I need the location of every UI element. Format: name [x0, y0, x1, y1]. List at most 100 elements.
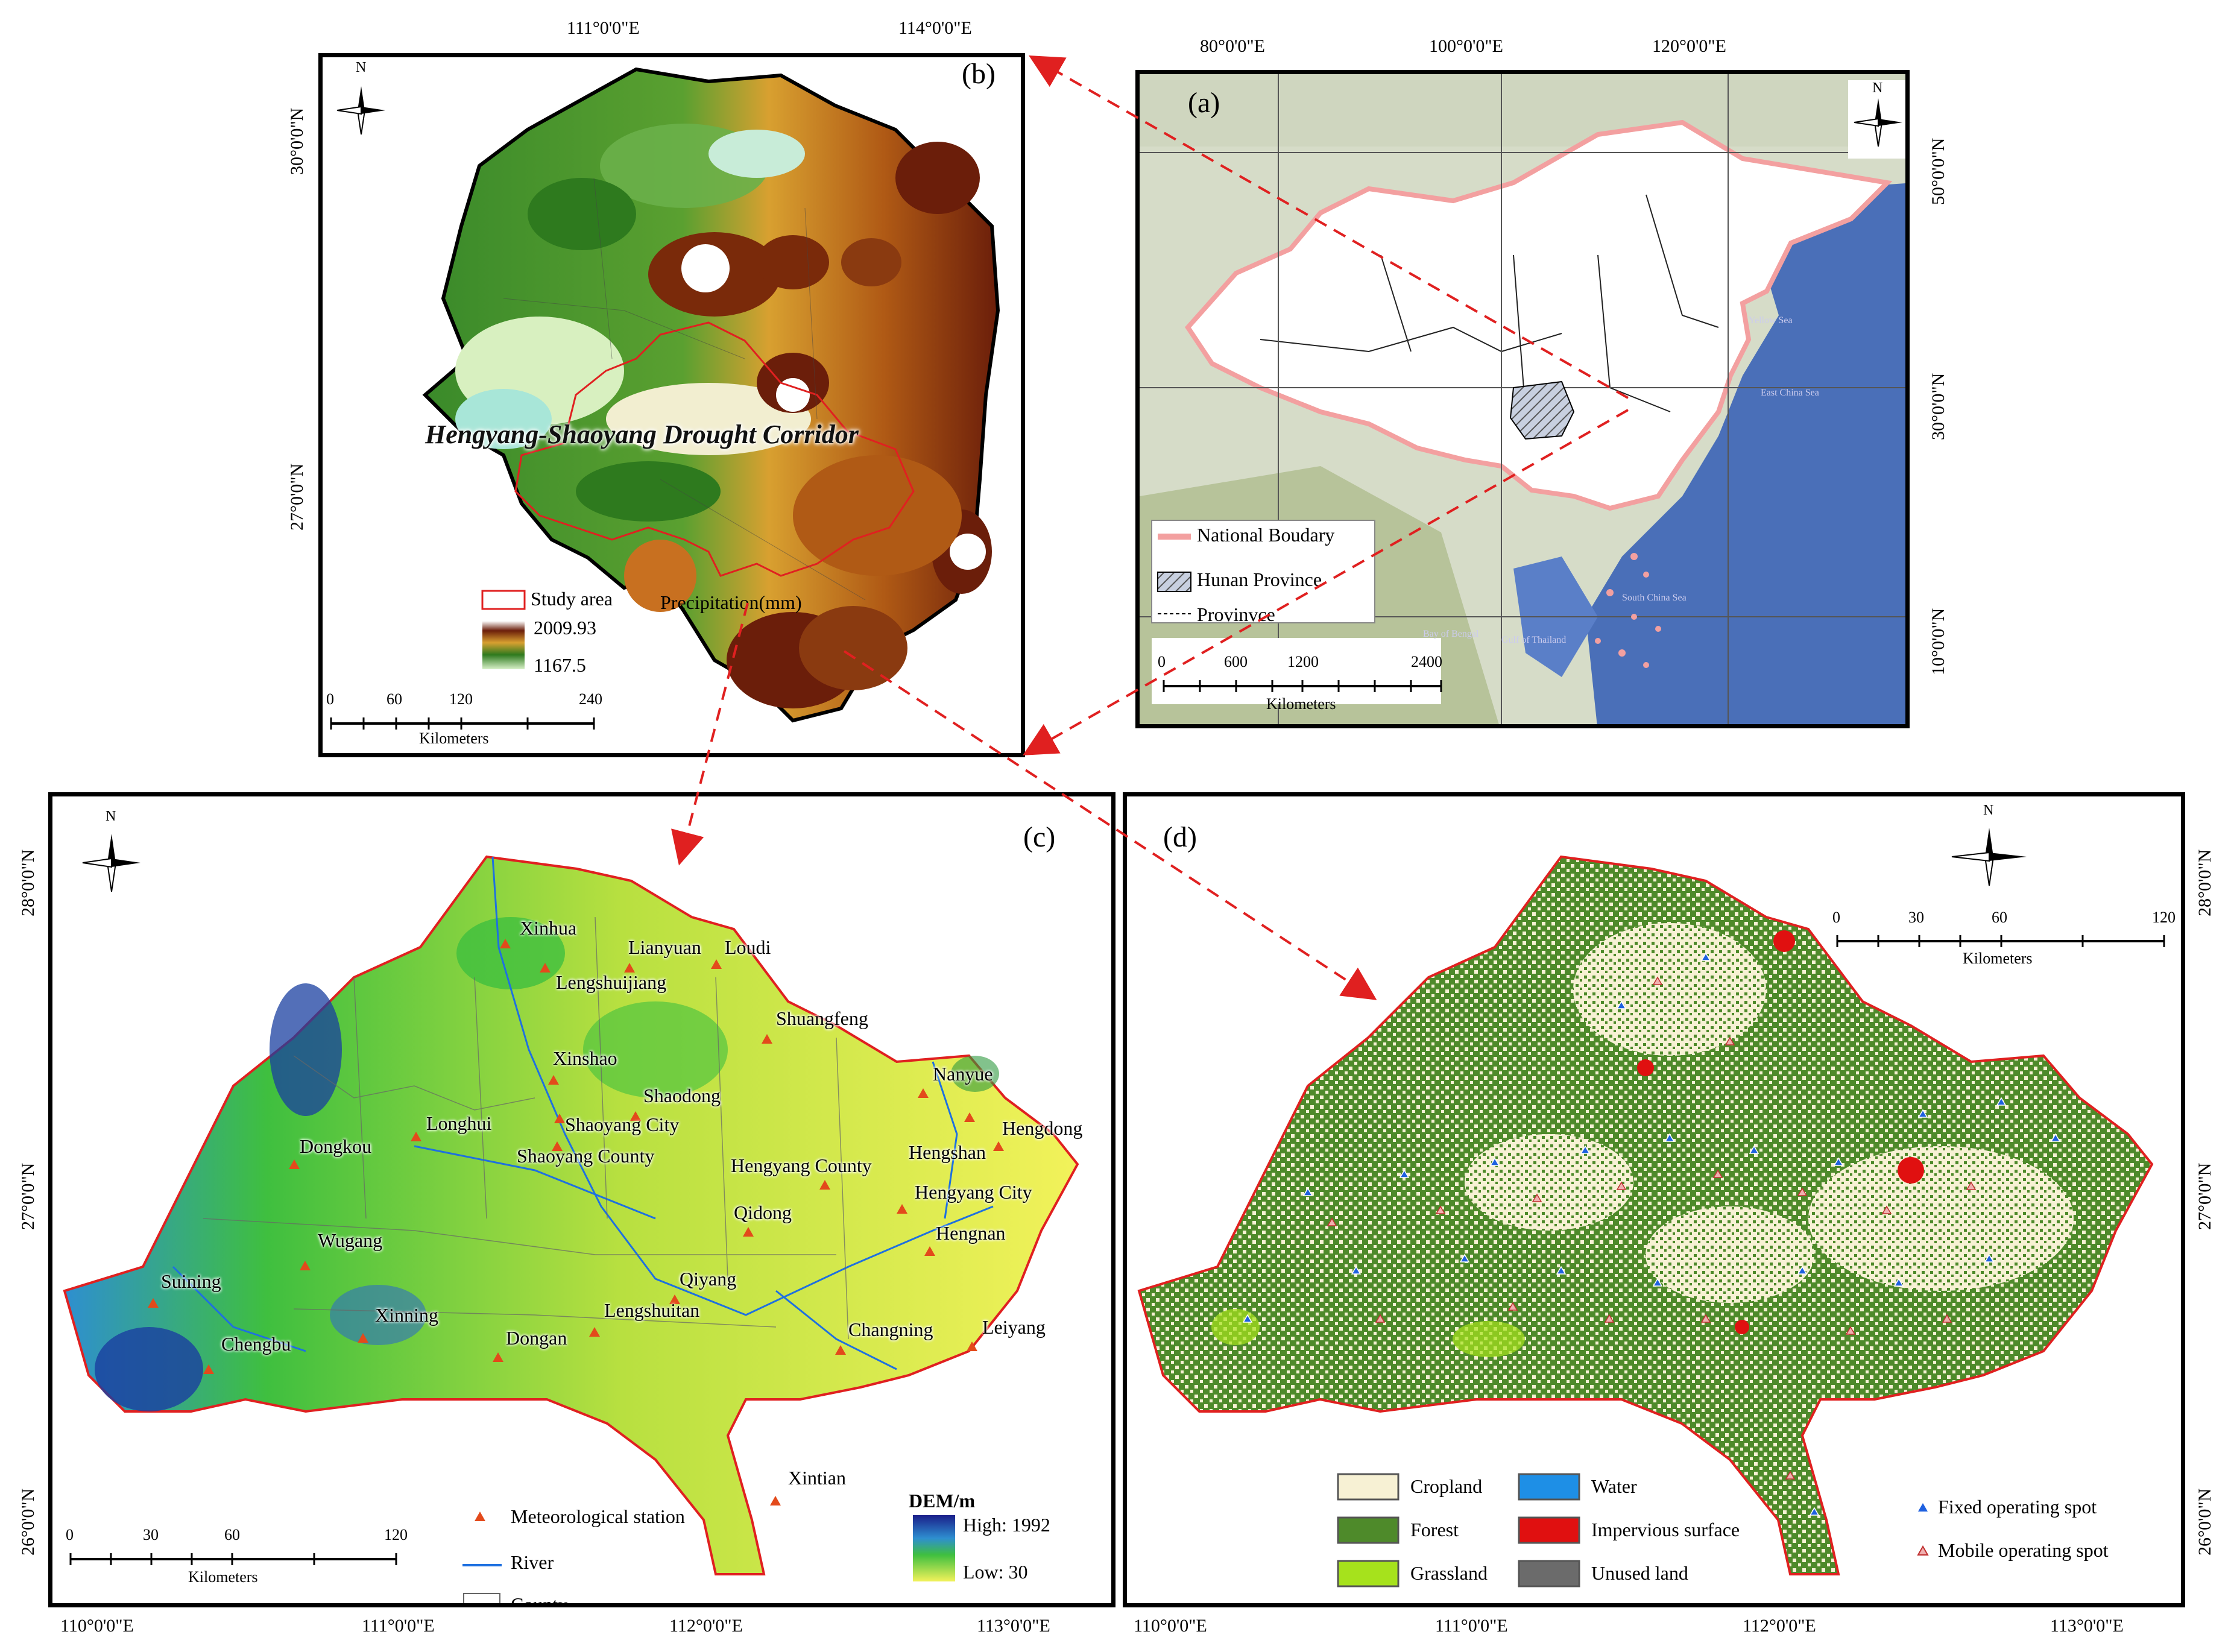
landuse-raster — [1137, 828, 2165, 1587]
study-area-shape — [1137, 855, 2154, 1575]
dem-low: Low: 30 — [963, 1561, 1028, 1583]
scale-d-tick-2: 60 — [1992, 909, 2007, 926]
city-label: Hengnan — [936, 1222, 1006, 1244]
study-area-shape — [63, 855, 1079, 1575]
sea-label-bengal: Bay of Bengal — [1423, 629, 1479, 639]
city-label: Shaoyang County — [517, 1145, 655, 1167]
panel-a-label: (a) — [1188, 87, 1220, 119]
sea-label-yellow: Yellow Sea — [1749, 315, 1793, 326]
scale-a-tick-0: 0 — [1158, 653, 1166, 670]
water-swatch — [1518, 1473, 1580, 1501]
station-marker — [540, 963, 551, 973]
station-marker — [289, 1159, 300, 1169]
legend-mobile: Mobile operating spot — [1938, 1539, 2109, 1561]
scale-c-unit: Kilometers — [188, 1568, 258, 1586]
city-label: Lengshuijiang — [556, 971, 667, 993]
legend-forest: Forest — [1410, 1519, 1459, 1540]
scale-bar-b — [330, 717, 595, 730]
city-label: Xintian — [788, 1467, 846, 1489]
scale-d-tick-0: 0 — [1832, 909, 1840, 926]
north-label: N — [1983, 802, 1994, 818]
city-label: Shuangfeng — [776, 1007, 868, 1029]
dem-raster — [63, 834, 1079, 1603]
city-label: Suining — [161, 1270, 221, 1292]
scale-a-tick-1: 600 — [1224, 653, 1248, 670]
city-label: Chengbu — [221, 1333, 291, 1355]
legend-province: Provinvce — [1197, 604, 1275, 625]
scale-b-tick-1: 60 — [387, 690, 402, 708]
unused-swatch — [1518, 1560, 1580, 1587]
c-lon-113: 113°0'0"E — [977, 1616, 1050, 1636]
station-marker — [669, 1294, 680, 1304]
d-lon-112: 112°0'0"E — [1743, 1616, 1816, 1636]
city-label: Leiyang — [982, 1316, 1046, 1338]
station-marker — [897, 1204, 907, 1214]
station-marker — [924, 1246, 935, 1256]
drought-corridor-title: Hengyang-Shaoyang Drought Corridor — [425, 420, 859, 449]
station-marker — [743, 1227, 754, 1237]
scale-a-tick-2: 1200 — [1287, 653, 1319, 670]
station-marker — [819, 1180, 830, 1190]
legend-river: River — [511, 1551, 554, 1573]
panel-b-precipitation-map: (b) N Hengyang-Shaoyang Drought Corridor… — [318, 53, 1025, 757]
d-lat-26: 26°0'0"N — [2195, 1488, 2215, 1556]
scale-bar-c — [69, 1553, 397, 1565]
station-marker — [148, 1298, 159, 1308]
mobile-swatch — [1917, 1545, 1929, 1556]
cropland-swatch — [1337, 1473, 1400, 1501]
station-marker — [630, 1111, 641, 1121]
station-marker — [711, 959, 722, 969]
a-lon-80: 80°0'0"E — [1200, 36, 1265, 56]
c-lat-28: 28°0'0"N — [18, 849, 38, 916]
station-marker — [554, 1114, 565, 1123]
city-label: Wugang — [318, 1229, 383, 1251]
c-lon-111: 111°0'0"E — [362, 1616, 435, 1636]
precip-color-ramp — [482, 621, 525, 669]
station-marker — [358, 1333, 368, 1343]
study-area-outline — [514, 321, 915, 577]
station-marker — [993, 1141, 1004, 1151]
legend-unused: Unused land — [1591, 1562, 1688, 1584]
precip-low: 1167.5 — [534, 654, 586, 676]
panel-c-label: (c) — [1023, 821, 1056, 853]
china-basemap — [1140, 74, 1905, 724]
scale-bar-d — [1836, 935, 2165, 947]
city-label: Qidong — [734, 1202, 792, 1223]
city-label: Dongkou — [300, 1135, 372, 1157]
legend-impervious: Impervious surface — [1591, 1519, 1740, 1540]
panel-c-dem-map: (c) N Xinhua Lianyuan Loudi Lengshuijian… — [48, 792, 1116, 1607]
d-lon-110: 110°0'0"E — [1134, 1616, 1207, 1636]
d-lon-111: 111°0'0"E — [1435, 1616, 1508, 1636]
legend-fixed: Fixed operating spot — [1938, 1496, 2097, 1518]
station-marker — [835, 1345, 846, 1355]
scale-d-tick-1: 30 — [1908, 909, 1924, 926]
grassland-swatch — [1337, 1560, 1400, 1587]
station-marker — [770, 1496, 781, 1505]
city-label: Hengyang County — [731, 1155, 872, 1176]
legend-grassland: Grassland — [1410, 1562, 1488, 1584]
station-marker — [552, 1141, 563, 1151]
panel-a-china-map: (a) N National Boudary Hunan Province Pr… — [1135, 70, 1910, 728]
scale-c-tick-3: 120 — [384, 1526, 408, 1543]
precip-title: Precipitation(mm) — [660, 591, 802, 613]
c-lon-112: 112°0'0"E — [669, 1616, 743, 1636]
station-marker — [300, 1261, 311, 1270]
legend-cropland: Cropland — [1410, 1475, 1483, 1497]
c-lat-26: 26°0'0"N — [18, 1488, 38, 1556]
dem-title: DEM/m — [909, 1490, 976, 1512]
scale-c-tick-2: 60 — [224, 1526, 240, 1543]
city-label: Xinshao — [553, 1047, 617, 1069]
impervious-swatch — [1518, 1516, 1580, 1544]
a-lat-50: 50°0'0"N — [1928, 137, 1948, 205]
scale-c-tick-1: 30 — [143, 1526, 159, 1543]
d-lon-113: 113°0'0"E — [2050, 1616, 2124, 1636]
station-marker — [918, 1088, 929, 1098]
b-lat-27: 27°0'0"N — [287, 463, 307, 531]
d-lat-27: 27°0'0"N — [2195, 1162, 2215, 1230]
a-lat-30: 30°0'0"N — [1928, 373, 1948, 440]
station-marker — [967, 1341, 977, 1351]
mobile-spots — [1327, 976, 1977, 1480]
precip-high: 2009.93 — [534, 617, 596, 638]
scale-b-tick-0: 0 — [326, 690, 334, 708]
city-label: Qiyang — [680, 1268, 737, 1290]
